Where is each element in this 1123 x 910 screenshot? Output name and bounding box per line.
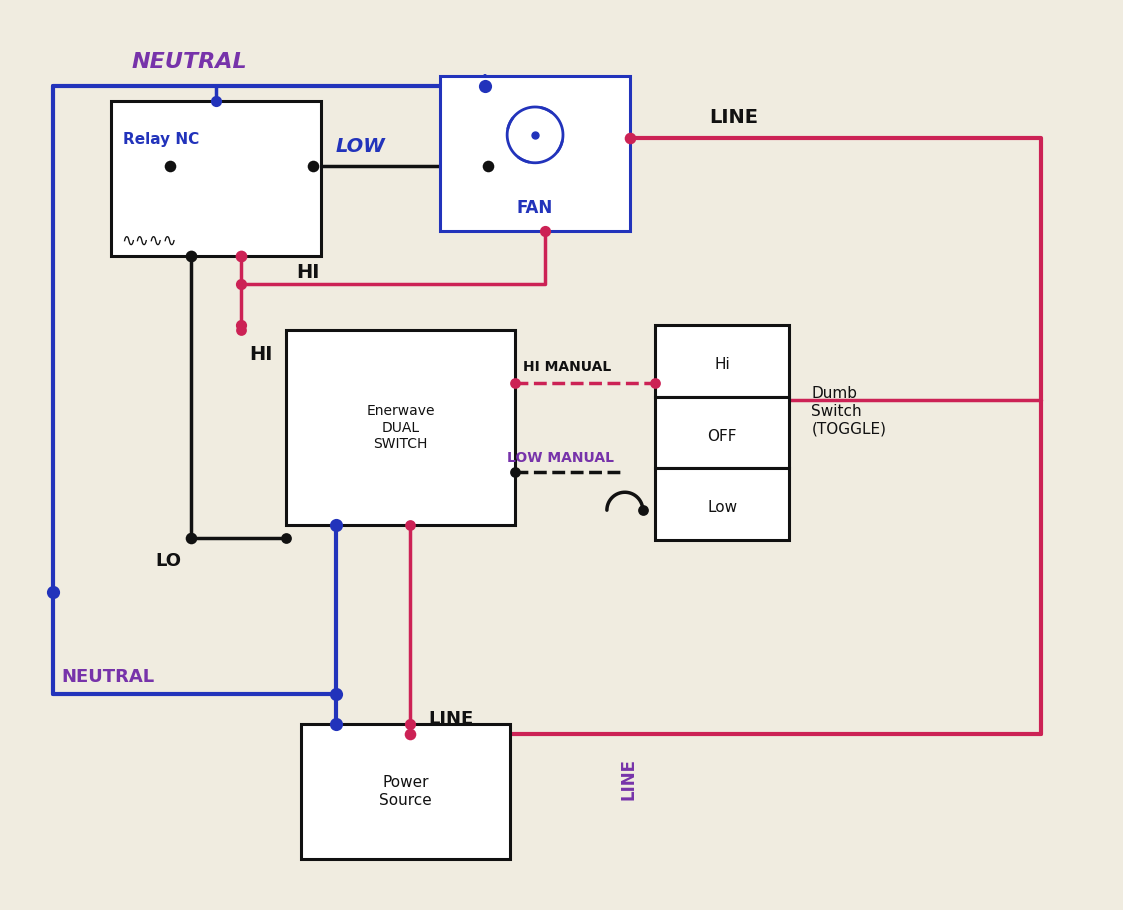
Point: [44, 584, 62, 599]
Point: [621, 131, 639, 146]
Text: HI: HI: [249, 345, 273, 364]
Text: Low: Low: [707, 501, 737, 515]
Text: LOW MANUAL: LOW MANUAL: [508, 451, 614, 465]
Point: [276, 531, 294, 545]
Text: Relay NC: Relay NC: [124, 132, 200, 147]
Point: [182, 248, 200, 263]
Point: [401, 518, 419, 532]
Text: Dumb
Switch
(TOGGLE): Dumb Switch (TOGGLE): [812, 386, 886, 436]
Point: [232, 248, 250, 263]
Text: ∿∿∿∿: ∿∿∿∿: [121, 232, 176, 249]
Text: LOW: LOW: [336, 137, 385, 156]
Point: [232, 277, 250, 291]
FancyBboxPatch shape: [655, 469, 789, 540]
Point: [506, 376, 524, 390]
Text: LO: LO: [156, 551, 182, 570]
Point: [506, 465, 524, 480]
Point: [303, 158, 321, 173]
Point: [327, 687, 345, 702]
Point: [327, 717, 345, 732]
Point: [476, 79, 494, 94]
Point: [478, 158, 496, 173]
FancyBboxPatch shape: [655, 326, 789, 397]
Point: [536, 224, 554, 238]
Point: [232, 323, 250, 338]
Text: LINE: LINE: [710, 108, 759, 127]
Point: [401, 717, 419, 732]
Text: LINE: LINE: [620, 758, 638, 800]
Point: [161, 158, 179, 173]
Point: [401, 727, 419, 742]
FancyBboxPatch shape: [655, 397, 789, 469]
Point: [646, 376, 664, 390]
FancyBboxPatch shape: [111, 101, 320, 256]
Text: FAN: FAN: [517, 198, 554, 217]
Text: Power
Source: Power Source: [378, 775, 431, 808]
Text: Hi: Hi: [714, 358, 730, 372]
Text: OFF: OFF: [707, 429, 737, 444]
Text: HI MANUAL: HI MANUAL: [523, 360, 611, 374]
Point: [207, 94, 225, 108]
FancyBboxPatch shape: [440, 76, 630, 231]
Text: LINE: LINE: [428, 710, 474, 728]
Text: Enerwave
DUAL
SWITCH: Enerwave DUAL SWITCH: [366, 404, 435, 450]
Text: NEUTRAL: NEUTRAL: [131, 52, 247, 72]
Point: [232, 318, 250, 333]
Point: [182, 531, 200, 545]
Text: NEUTRAL: NEUTRAL: [62, 668, 154, 686]
Point: [633, 503, 651, 518]
FancyBboxPatch shape: [285, 330, 515, 525]
Point: [327, 518, 345, 532]
FancyBboxPatch shape: [301, 724, 510, 859]
Text: HI: HI: [295, 263, 319, 281]
